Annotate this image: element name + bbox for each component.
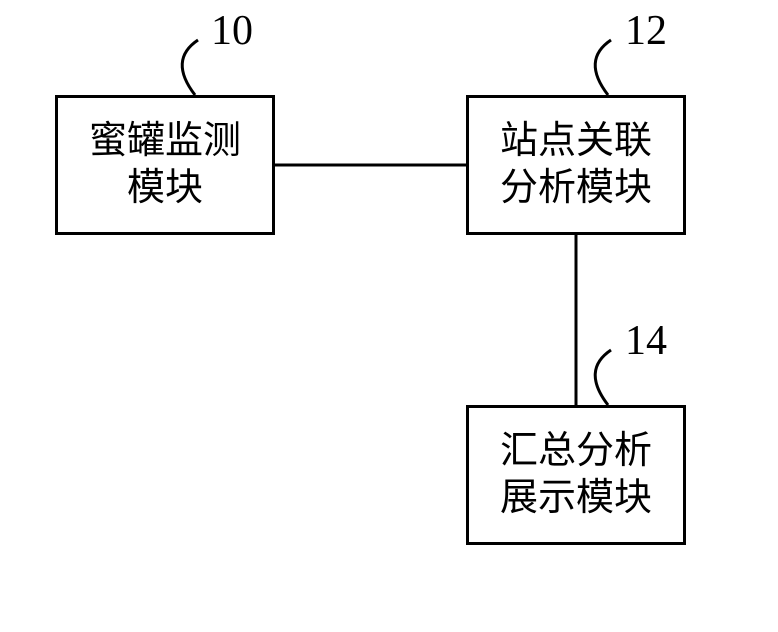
- node-line2: 分析模块: [500, 165, 652, 213]
- node-line1: 汇总分析: [500, 428, 652, 476]
- node-label-14: 14: [625, 317, 667, 365]
- node-line2: 模块: [127, 165, 203, 213]
- node-line2: 展示模块: [500, 475, 652, 523]
- node-site-correlation: 站点关联 分析模块: [466, 95, 686, 235]
- callout-hook: [595, 40, 611, 95]
- node-summary-display: 汇总分析 展示模块: [466, 405, 686, 545]
- callout-hook: [182, 40, 198, 95]
- diagram-canvas: 蜜罐监测 模块 10 站点关联 分析模块 12 汇总分析 展示模块 14: [0, 0, 778, 632]
- node-label-12: 12: [625, 7, 667, 55]
- node-label-10: 10: [211, 7, 253, 55]
- node-line1: 站点关联: [500, 118, 652, 166]
- node-honeypot-monitor: 蜜罐监测 模块: [55, 95, 275, 235]
- callout-hook: [595, 350, 611, 405]
- node-line1: 蜜罐监测: [89, 118, 241, 166]
